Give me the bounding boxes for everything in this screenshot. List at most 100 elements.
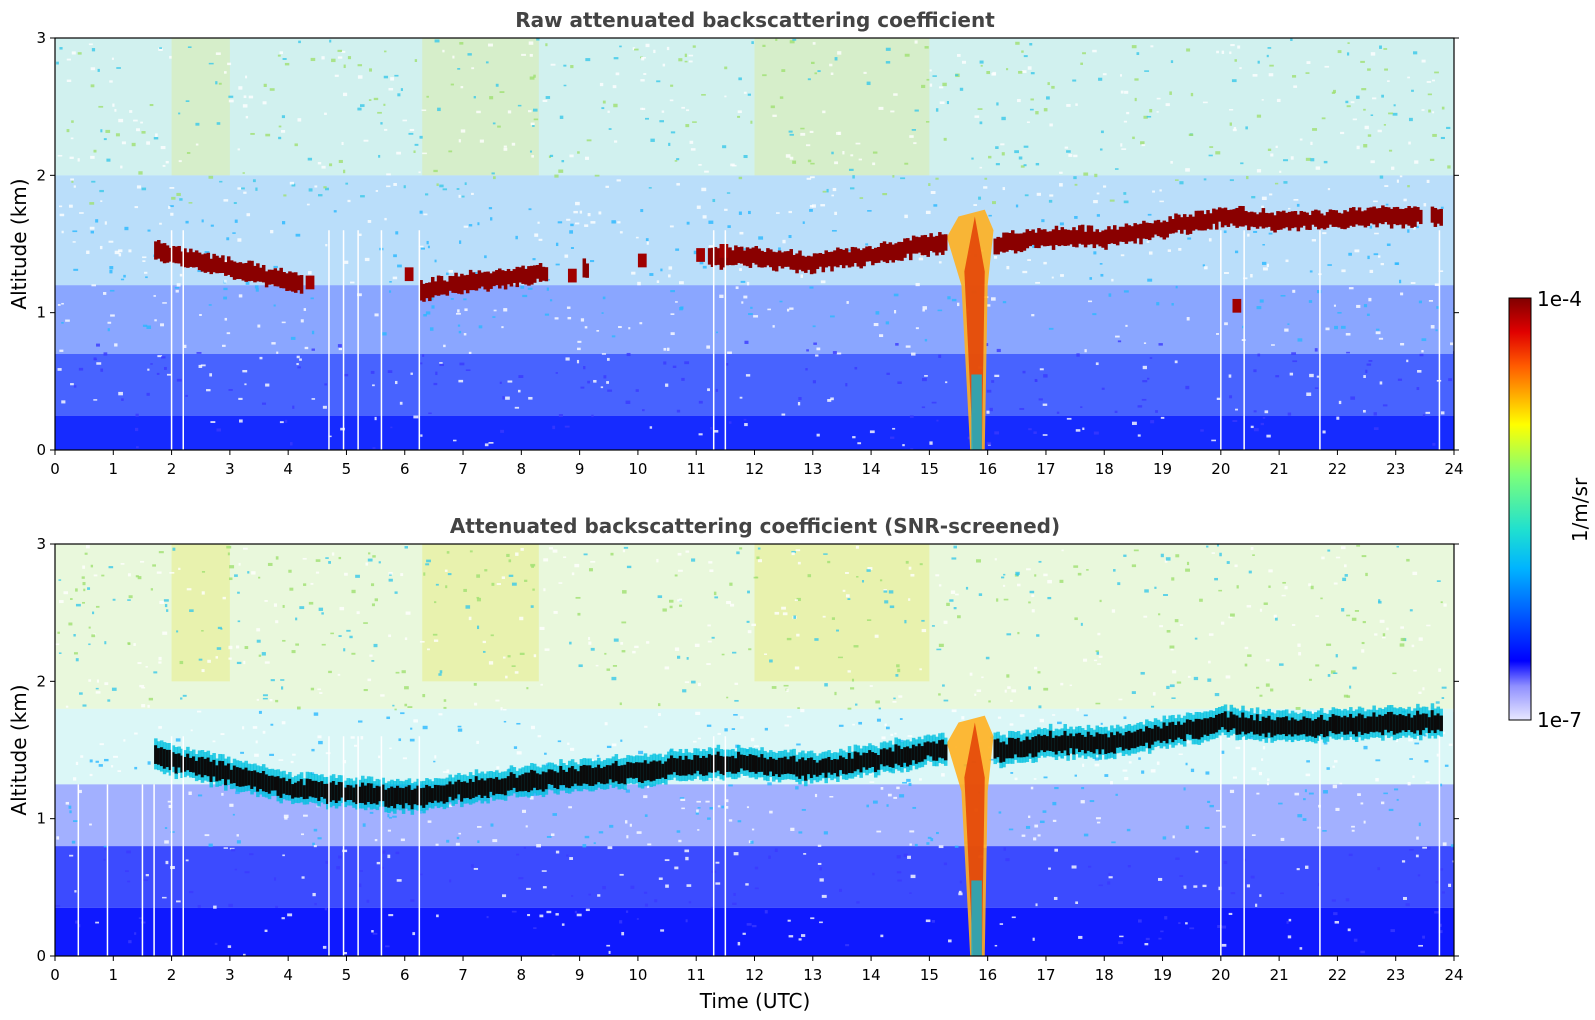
speckle <box>900 177 906 180</box>
cloud-cell <box>174 246 179 264</box>
cloud-cell <box>1028 230 1032 247</box>
speckle <box>897 381 902 384</box>
speckle <box>281 686 284 690</box>
speckle <box>75 920 80 924</box>
speckle <box>1114 168 1119 170</box>
cloud-cell <box>189 248 193 267</box>
cloud-cell <box>226 763 231 780</box>
speckle <box>584 326 588 329</box>
speckle <box>1188 133 1194 136</box>
speckle <box>1283 159 1289 162</box>
cloud-cell <box>1118 226 1123 242</box>
speckle <box>921 628 927 633</box>
speckle <box>1095 702 1101 705</box>
speckle <box>1164 916 1168 920</box>
cloud-cell <box>1162 722 1167 741</box>
cloud-cell <box>267 269 272 285</box>
speckle <box>1096 214 1100 217</box>
speckle <box>832 187 837 192</box>
cloud-cell <box>766 248 770 266</box>
speckle <box>586 139 592 142</box>
speckle <box>812 42 816 45</box>
cloud-cell <box>690 759 694 776</box>
cloud-cell <box>678 755 683 776</box>
speckle <box>419 640 425 643</box>
cloud-cell <box>806 255 811 270</box>
speckle <box>418 245 424 248</box>
cloud-cell <box>763 251 767 268</box>
speckle <box>1316 375 1320 378</box>
speckle <box>1304 789 1307 793</box>
speckle <box>775 212 780 214</box>
speckle <box>1209 146 1214 148</box>
speckle <box>986 343 989 347</box>
speckle <box>674 574 678 577</box>
speckle <box>751 623 756 627</box>
cloud-cell <box>308 779 313 797</box>
speckle <box>1123 554 1127 557</box>
speckle <box>134 206 139 209</box>
speckle <box>639 322 643 325</box>
speckle <box>698 163 702 166</box>
speckle <box>893 93 898 96</box>
speckle <box>313 828 318 832</box>
cloud-cell <box>1404 208 1408 225</box>
speckle <box>491 172 495 175</box>
speckle <box>363 622 368 624</box>
x-tick-label: 13 <box>803 460 822 478</box>
speckle <box>959 880 962 884</box>
speckle <box>1101 387 1105 390</box>
cloud-cell <box>468 778 473 800</box>
speckle <box>677 599 680 602</box>
precip-base <box>971 374 982 450</box>
speckle <box>897 879 902 882</box>
speckle <box>784 724 790 727</box>
speckle <box>1034 824 1039 828</box>
cloud-cell <box>296 275 301 291</box>
speckle <box>1383 48 1388 50</box>
speckle <box>1293 85 1298 88</box>
speckle <box>708 245 714 248</box>
speckle <box>1440 206 1444 209</box>
cloud-cell <box>614 760 619 782</box>
speckle <box>926 78 930 81</box>
speckle <box>373 97 379 101</box>
speckle <box>1032 937 1035 941</box>
speckle <box>514 406 520 409</box>
speckle <box>1158 343 1163 346</box>
speckle <box>297 706 301 710</box>
cloud-cell <box>1331 714 1336 734</box>
cloud-cell <box>635 762 639 778</box>
cloud-cell <box>1311 720 1315 737</box>
cloud-cell <box>1022 740 1027 758</box>
speckle <box>685 919 688 923</box>
speckle <box>388 578 393 582</box>
speckle <box>800 127 805 130</box>
speckle <box>1421 59 1426 63</box>
speckle <box>1082 427 1085 431</box>
speckle <box>1030 98 1034 101</box>
cloud-cell <box>259 267 263 282</box>
speckle <box>1392 112 1398 116</box>
speckle <box>1383 792 1388 795</box>
cloud-cell <box>1063 229 1067 246</box>
speckle <box>423 213 428 216</box>
speckle <box>243 547 248 550</box>
cloud-cell <box>844 248 849 266</box>
speckle <box>336 866 341 870</box>
speckle <box>1005 858 1010 862</box>
speckle <box>82 565 86 569</box>
speckle <box>1305 773 1311 777</box>
speckle <box>1400 626 1405 629</box>
speckle <box>1430 325 1435 329</box>
cloud-cell <box>509 270 514 287</box>
speckle <box>1383 124 1386 126</box>
cloud-cell <box>422 283 426 302</box>
speckle <box>797 561 801 565</box>
cloud-cell <box>1110 229 1114 244</box>
cloud-cell <box>1095 732 1100 750</box>
speckle <box>1028 428 1032 431</box>
speckle <box>351 652 356 655</box>
speckle <box>569 230 574 234</box>
speckle <box>463 588 467 592</box>
